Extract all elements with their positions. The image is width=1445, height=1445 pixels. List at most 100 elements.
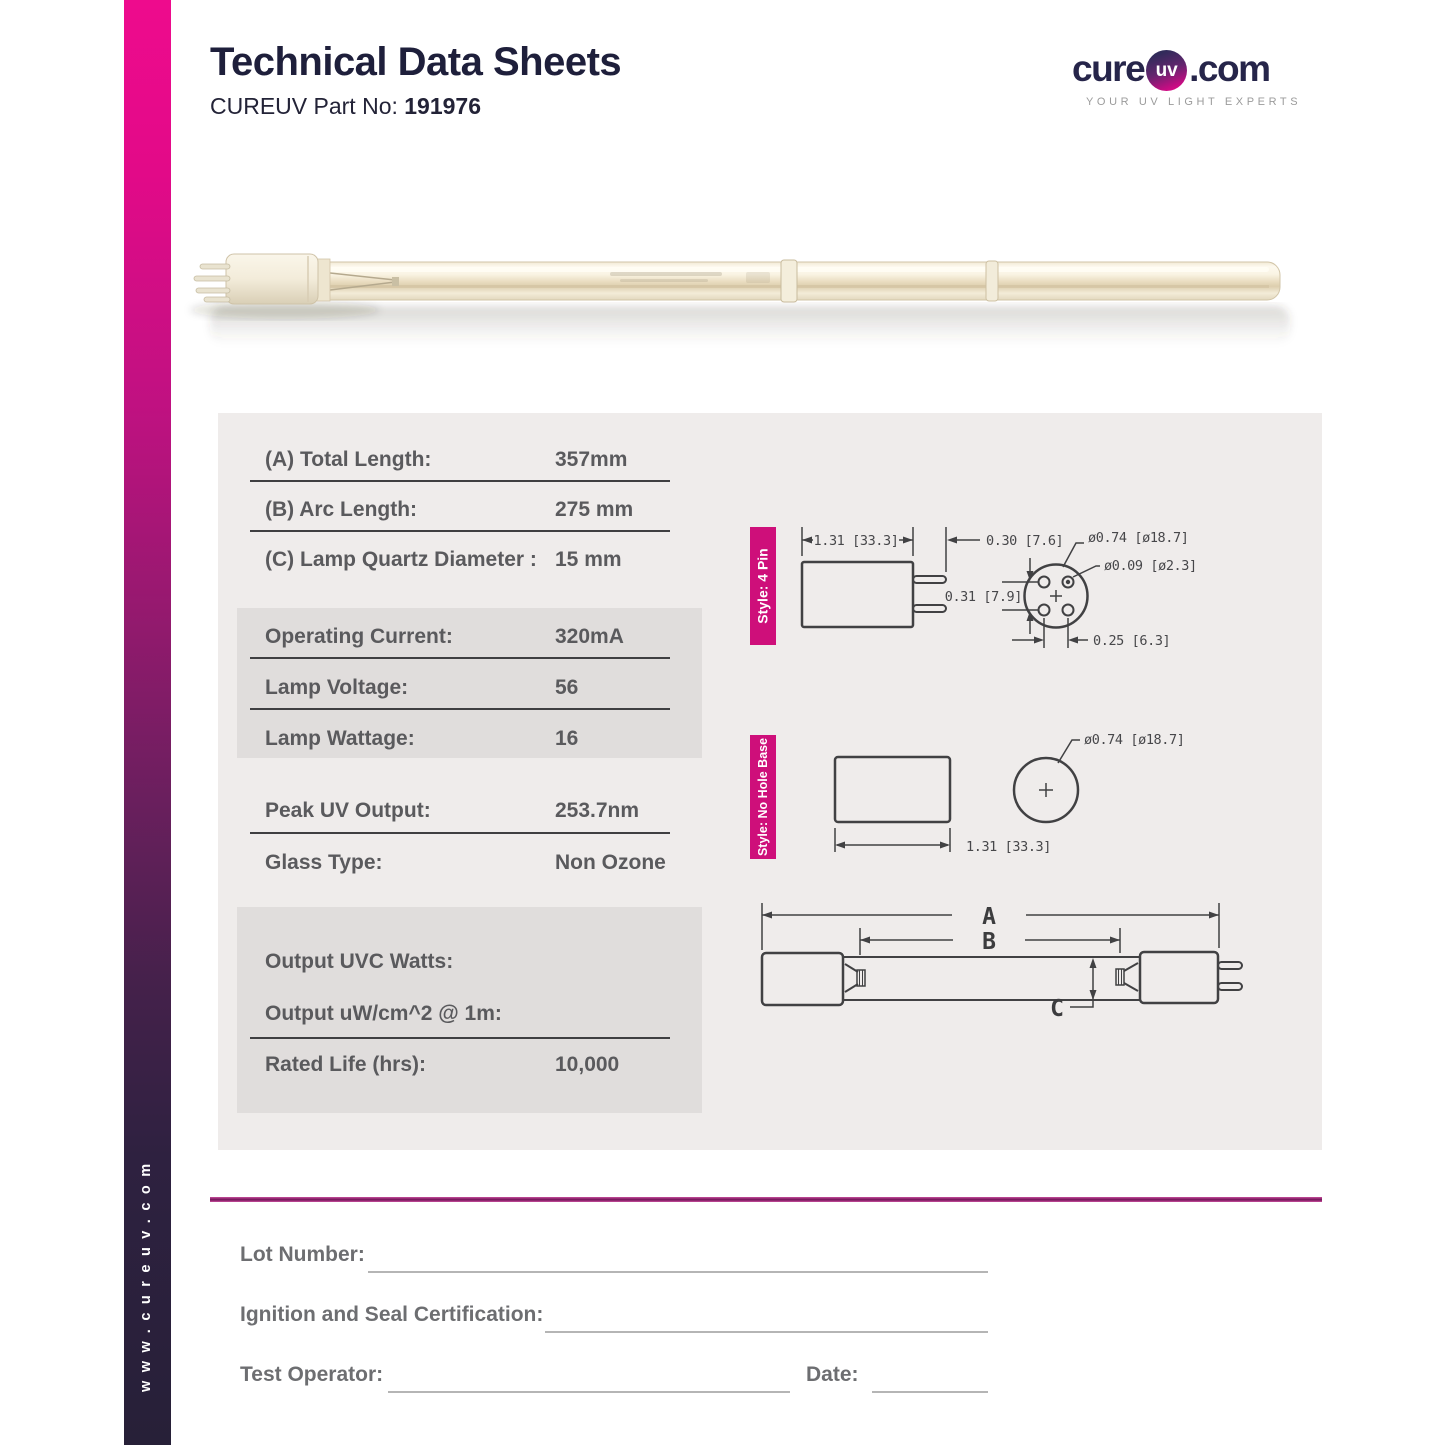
style-tab-no-hole-base: Style: No Hole Base — [750, 735, 776, 859]
spec-value-rated-life: 10,000 — [555, 1053, 620, 1076]
no-hole-end-view-circle — [1012, 756, 1080, 824]
lamp-diagram-left-coil-hatch — [859, 970, 863, 986]
sidebar-gradient-bar — [124, 0, 171, 1445]
logo-text-uv: uv — [1155, 59, 1178, 81]
four-pin-hole-br — [1061, 603, 1075, 617]
lamp-diagram-tube-lines — [843, 956, 1140, 1001]
lamp-diagram-right-coil — [1115, 968, 1125, 986]
dim-lamp-a-ext — [761, 903, 1220, 950]
dim-text-nohole-dia: ø0.74 [ø18.7] — [1084, 732, 1184, 748]
spec-shade-box-output — [237, 907, 702, 1113]
dim-label-c: C — [1050, 996, 1064, 1022]
lamp-print-mark-1 — [610, 272, 722, 276]
lamp-pin-2 — [193, 275, 231, 282]
spec-label-output-uvc-watts: Output UVC Watts: — [265, 950, 454, 973]
part-number-label: CUREUV Part No: — [210, 93, 398, 119]
lamp-product-photo — [190, 253, 1290, 344]
ignition-certification-label: Ignition and Seal Certification: — [240, 1303, 544, 1326]
spec-value-total-length: 357mm — [555, 448, 628, 471]
four-pin-hole-bl — [1037, 603, 1051, 617]
spec-label-output-uw: Output uW/cm^2 @ 1m: — [265, 1002, 502, 1025]
bottom-divider-rule — [210, 1197, 1322, 1202]
spec-label-peak-uv: Peak UV Output: — [265, 799, 431, 822]
dim-4pin-width-ext — [801, 527, 914, 556]
dim-4pin-spacing-ext — [1043, 618, 1069, 648]
technical-drawings: 1.31 [33.3] 0.30 [7.6] ø0.74 [ø18.7] ø0.… — [760, 527, 1243, 1022]
dim-text-4pin-base-dia: ø0.74 [ø18.7] — [1088, 530, 1188, 546]
spec-value-peak-uv: 253.7nm — [555, 799, 640, 822]
cureuv-logo: cure uv .com YOUR UV LIGHT EXPERTS — [1072, 48, 1302, 108]
lamp-electrode-wires — [329, 272, 396, 291]
spec-separator — [250, 708, 670, 710]
lamp-diagram-right-coil-hatch — [1118, 969, 1122, 985]
spec-separator — [250, 657, 670, 659]
dim-label-b: B — [982, 929, 996, 955]
four-pin-hole-tr — [1061, 575, 1075, 589]
lamp-diagram-left-coil — [856, 969, 866, 987]
lamp-base — [225, 253, 319, 305]
spec-label-lamp-wattage: Lamp Wattage: — [265, 727, 415, 750]
four-pin-hole-tl — [1037, 575, 1051, 589]
style-tab-4-pin: Style: 4 Pin — [750, 527, 776, 645]
spec-label-lamp-voltage: Lamp Voltage: — [265, 676, 409, 699]
spec-separator — [250, 832, 670, 834]
logo-tagline: YOUR UV LIGHT EXPERTS — [1086, 96, 1302, 108]
spec-value-operating-current: 320mA — [555, 625, 624, 648]
leader-4pin-base-dia — [1062, 542, 1084, 568]
dim-4pin-gap-ext — [1002, 581, 1038, 611]
dim-4pin-center-cross — [1050, 590, 1062, 602]
spec-shade-box-electrical — [237, 608, 702, 758]
lamp-diagram-right-electrode — [1123, 962, 1139, 992]
dim-label-a: A — [982, 904, 996, 930]
lot-number-label: Lot Number: — [240, 1243, 365, 1266]
lamp-electrode-coil — [392, 277, 399, 286]
dim-text-4pin-base-width: 1.31 [33.3] — [813, 533, 898, 549]
spec-separator — [250, 530, 670, 532]
lamp-diagram-left-base — [760, 951, 845, 1007]
lamp-diagram-pin-top — [1217, 961, 1243, 970]
logo-text-dotcom: .com — [1189, 47, 1271, 89]
test-operator-label: Test Operator: — [240, 1363, 384, 1386]
four-pin-pin-bottom — [912, 604, 947, 613]
lamp-diagram-left-electrode — [844, 963, 859, 993]
spec-value-arc-length: 275 mm — [555, 498, 634, 521]
lamp-print-mark-2 — [620, 279, 708, 282]
part-number-value: 191976 — [404, 93, 482, 119]
spec-separator — [250, 480, 670, 482]
dim-lamp-c-line — [1070, 966, 1094, 1008]
four-pin-base-side-view — [800, 560, 915, 629]
lot-number-blank-line — [368, 1271, 988, 1273]
lamp-diagram-pin-bottom — [1217, 982, 1243, 991]
dim-text-4pin-pin-length: 0.30 [7.6] — [986, 533, 1063, 549]
spec-label-rated-life: Rated Life (hrs): — [265, 1053, 427, 1076]
four-pin-pin-top — [912, 575, 947, 584]
spec-label-glass-type: Glass Type: — [265, 851, 383, 874]
dimension-arrowheads — [762, 536, 1219, 1000]
lamp-collar-ring-2 — [985, 260, 999, 302]
date-blank-line — [872, 1391, 988, 1393]
spec-label-arc-length: (B) Arc Length: — [265, 498, 418, 521]
page-title: Technical Data Sheets — [210, 40, 622, 84]
leader-4pin-pin-dia — [1072, 565, 1100, 578]
dim-text-4pin-pin-gap: 0.31 [7.9] — [945, 589, 1022, 605]
sidebar-url-vertical: www.cureuv.com — [138, 1155, 154, 1392]
lamp-pin-1 — [199, 263, 231, 270]
ignition-certification-blank-line — [545, 1331, 988, 1333]
lamp-pin-4 — [203, 296, 231, 303]
four-pin-end-view-circle — [1023, 563, 1089, 629]
test-operator-blank-line — [388, 1391, 790, 1393]
spec-label-total-length: (A) Total Length: — [265, 448, 432, 471]
spec-value-glass-type: Non Ozone — [555, 851, 666, 874]
lamp-print-mark-3 — [746, 272, 770, 283]
spec-value-lamp-voltage: 56 — [555, 676, 579, 699]
spec-label-operating-current: Operating Current: — [265, 625, 453, 648]
logo-text-cure: cure — [1072, 47, 1146, 89]
lamp-shadow — [210, 306, 1290, 344]
no-hole-base-side-view — [833, 755, 952, 824]
lamp-shadow-left — [190, 301, 380, 319]
date-label: Date: — [806, 1363, 859, 1386]
lamp-collar-ring-1 — [780, 259, 798, 303]
cureuv-logo-row: cure uv .com — [1072, 47, 1302, 91]
dim-nohole-width-ext — [834, 828, 951, 852]
lamp-pin-3 — [195, 287, 231, 294]
